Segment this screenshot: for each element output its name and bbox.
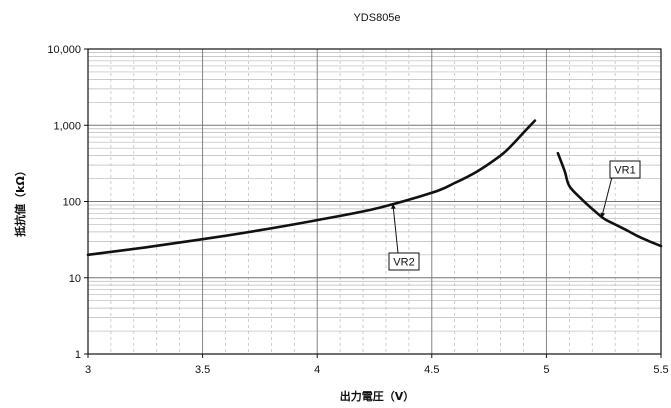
x-tick-label: 5.5 [653,364,668,376]
tick-labels: 1 10 100 1,000 10,000 3 3.5 4 4.5 5 5.5 [47,44,668,376]
callout-arrowhead-vr2 [391,203,396,209]
callout-box-vr2 [388,252,420,271]
callout-box-vr1 [609,160,641,179]
series-line-vr2 [86,119,537,257]
callout-label-vr2: VR2 [393,257,414,269]
callout-arrowhead-vr1 [600,212,606,219]
annotations: VR2 VR1 [388,160,641,271]
series-group [86,119,663,257]
x-tick-label: 4.5 [424,364,439,376]
x-tick-label: 4 [314,364,320,376]
y-axis-label: 抵抗値（kΩ） [13,165,27,237]
plot-frame [87,48,662,355]
x-axis-label: 出力電圧（V） [340,389,415,403]
x-tick-label: 3 [85,364,91,376]
y-tick-label: 10,000 [47,44,81,56]
grid-minor [88,49,661,354]
callout-label-vr1: VR1 [614,165,635,177]
chart-title: YDS805e [353,12,400,24]
callout-leader-vr2 [392,203,399,254]
y-tick-label: 10 [69,273,81,285]
x-tick-label: 3.5 [195,364,210,376]
y-tick-label: 1,000 [53,120,81,132]
callout-leader-vr1 [600,176,613,219]
series-line-vr1 [556,151,663,248]
x-tick-label: 5 [543,364,549,376]
y-tick-label: 1 [75,349,81,361]
y-tick-label: 100 [63,197,81,209]
